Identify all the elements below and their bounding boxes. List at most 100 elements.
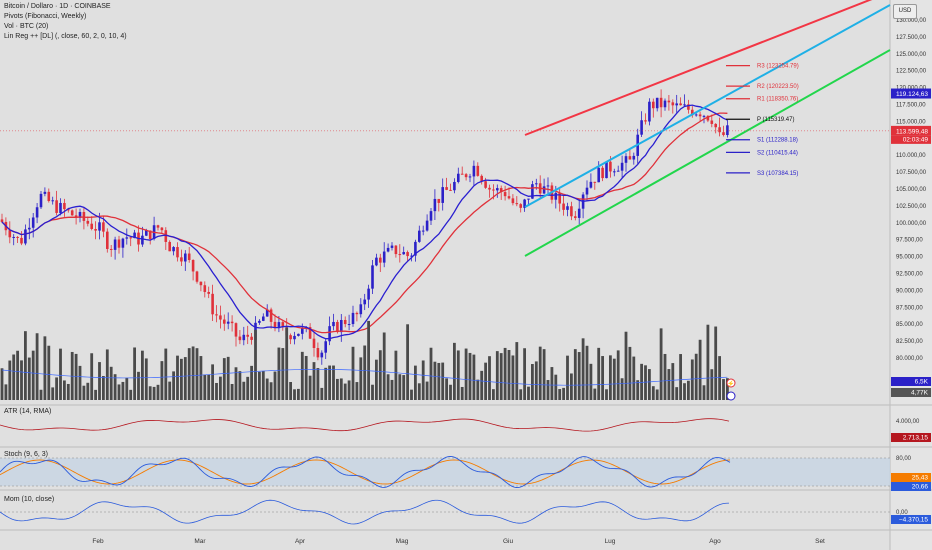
volume-bar [312, 362, 316, 400]
volume-bar [690, 359, 694, 400]
price-tick-label: 92.500,00 [896, 272, 923, 278]
candle-body [43, 191, 47, 194]
pivots-legend[interactable]: Pivots (Fibonacci, Weekly) [4, 13, 87, 20]
volume-bar [671, 363, 675, 400]
candle-body [234, 323, 238, 337]
volume-bar [90, 353, 94, 400]
volume-tag-1-bg [891, 377, 931, 386]
candle-body [242, 334, 246, 341]
atr-value-tag-bg [891, 433, 931, 442]
candle-body [211, 293, 214, 315]
candle-body [47, 191, 51, 202]
candle-body [336, 321, 339, 333]
price-tick-label: 100.000,00 [896, 221, 927, 227]
candle-body [640, 120, 643, 135]
volume-ma-line [1, 368, 728, 386]
candle-body [574, 216, 577, 218]
volume-bar [687, 380, 690, 400]
candle-body [343, 319, 347, 325]
linreg-legend[interactable]: Lin Reg ++ [DL] (, close, 60, 2, 0, 10, … [4, 33, 127, 40]
pivot-label-s1: S1 (112288.18) [757, 138, 798, 144]
candle-body [546, 185, 550, 187]
time-tick-label: Mag [396, 538, 409, 545]
volume-bar [414, 365, 417, 400]
volume-bar [351, 346, 355, 400]
atr-legend[interactable]: ATR (14, RMA) [4, 408, 52, 415]
candle-body [106, 231, 109, 249]
volume-bar [109, 366, 113, 400]
candle-body [437, 198, 441, 203]
mom-legend[interactable]: Mom (10, close) [4, 496, 55, 503]
volume-bar [519, 389, 523, 400]
candle-body [648, 101, 651, 122]
volume-bar [371, 384, 374, 400]
candle-body [535, 183, 538, 185]
volume-bar [304, 355, 308, 400]
volume-bar [207, 374, 211, 400]
stoch-legend[interactable]: Stoch (9, 6, 3) [4, 451, 48, 458]
volume-bar [378, 350, 382, 400]
candle-body [624, 156, 628, 163]
candle-body [663, 100, 667, 108]
volume-bar [570, 373, 573, 400]
candle-body [265, 309, 269, 317]
volume-bar [499, 353, 503, 400]
volume-bar [375, 359, 378, 400]
volume-bar [297, 388, 300, 400]
regression-lower-line [524, 49, 891, 257]
candle-body [308, 327, 312, 339]
candle-body [94, 228, 97, 231]
volume-bar [714, 326, 718, 400]
candle-body [316, 347, 320, 358]
volume-bar [476, 379, 480, 400]
volume-bar [425, 381, 429, 400]
volume-bar [102, 376, 105, 400]
candle-body [609, 161, 612, 172]
currency-button[interactable]: USD [893, 4, 917, 19]
price-tick-label: 95.000,00 [896, 255, 923, 261]
volume-bar [429, 347, 433, 400]
volume-bar [24, 331, 27, 400]
volume-bar [460, 386, 464, 400]
candle-body [679, 103, 682, 106]
candle-body [605, 161, 608, 179]
candle-body [168, 241, 171, 252]
candle-body [0, 219, 4, 222]
volume-bar [367, 320, 370, 400]
volume-bar [156, 384, 160, 400]
volume-bar [593, 388, 597, 400]
candle-body [258, 320, 261, 323]
candle-body [121, 238, 125, 248]
volume-bar [675, 387, 679, 400]
volume-bar [355, 382, 359, 400]
candle-body [527, 198, 530, 200]
candle-body [141, 235, 144, 245]
volume-bar [464, 348, 468, 400]
candle-body [691, 109, 694, 116]
candle-body [86, 220, 90, 224]
volume-bar [320, 387, 324, 400]
candle-body [398, 254, 402, 256]
candle-body [386, 247, 390, 252]
volume-bar [47, 345, 51, 400]
price-tick-label: 105.000,00 [896, 187, 927, 193]
price-tick-label: 110.000,00 [896, 153, 926, 159]
candle-body [698, 114, 702, 117]
candle-body [511, 198, 515, 204]
volume-bar [515, 342, 519, 400]
volume-bar [410, 389, 413, 400]
candle-body [585, 187, 589, 195]
candle-body [98, 222, 101, 231]
candle-body [297, 333, 300, 336]
volume-legend[interactable]: Vol · BTC (20) [4, 23, 49, 30]
volume-bar [433, 361, 437, 400]
price-tick-label: 97.500,00 [896, 238, 923, 244]
candle-body [425, 220, 429, 231]
candle-body [28, 227, 31, 230]
stoch-k-tag: 25,43 [912, 475, 929, 482]
candle-body [702, 115, 706, 117]
candle-body [148, 230, 152, 240]
candle-body [187, 253, 191, 260]
volume-bar [480, 370, 484, 400]
